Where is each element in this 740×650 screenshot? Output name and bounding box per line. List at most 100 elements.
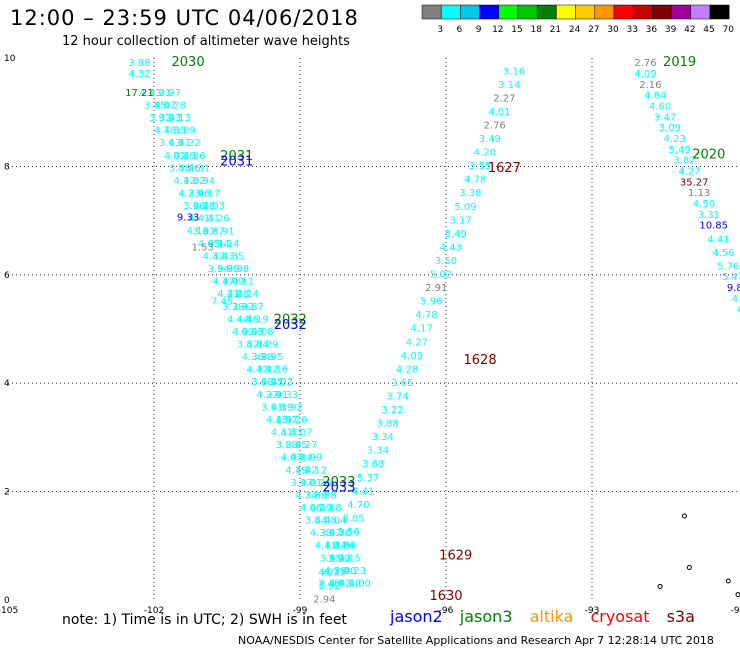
x-tick-label: -105 [0,606,18,616]
wave-height-point: 4.04 [324,516,346,527]
scale-label: 42 [684,25,695,35]
wave-height-point: 5.09 [454,202,476,213]
wave-height-point: 4.01 [300,478,322,489]
wave-height-point: 1.53 [192,242,214,253]
wave-height-point: 4.06 [183,151,205,162]
x-tick-label: -102 [144,606,164,616]
wave-height-point: 3.88 [128,58,150,69]
wave-height-point: 4.16 [237,314,259,325]
wave-height-point: 3.97 [319,528,341,539]
scale-label: 12 [492,25,503,35]
wave-height-point: 4.31 [188,163,210,174]
pass-time-label: 2030 [172,55,205,70]
wave-height-point: 4.01 [164,151,186,162]
wave-height-point: 4.07 [154,101,176,112]
wave-height-point: 3.55 [469,161,491,172]
satellite-cryosat: cryosat [590,607,650,626]
wave-height-point: 4.12 [305,465,327,476]
wave-height-point: 5.76 [717,261,739,272]
wave-height-point: 4.27 [295,440,317,451]
wave-height-point: 4.11 [232,277,254,288]
wave-height-point: 3.82 [237,339,259,350]
wave-height-point: 4.17 [411,324,433,335]
scale-label: 9 [476,25,482,35]
page-title: 12:00 – 23:59 UTC 04/06/2018 [10,6,359,30]
wave-height-point: 2.27 [493,93,515,104]
wave-height-point: 3.89 [173,151,195,162]
wave-height-point: 4.11 [315,541,337,552]
satellite-jason2: jason2 [390,607,443,626]
wave-height-point: 5.49 [445,229,467,240]
wave-height-point: 3.91 [261,402,283,413]
wave-height-point: 4.21 [318,568,340,579]
wave-height-point: 4.47 [732,294,740,305]
wave-height-point: 4.27 [406,337,428,348]
wave-height-point: 3.92 [149,113,171,124]
wave-height-point: 4.18 [193,201,215,212]
wave-height-point: 3.88 [315,490,337,501]
scale-label: 39 [665,25,677,35]
wave-height-point: 3.88 [276,440,298,451]
wave-height-point: 35.27 [680,177,709,188]
wave-height-point: 5.47 [722,272,740,283]
wave-height-point: 4.23 [212,251,234,262]
y-tick-label: 6 [4,271,10,281]
wave-height-point: 4.28 [164,101,186,112]
satellite-s3a: s3a [666,607,695,626]
wave-height-point: 5.37 [357,473,379,484]
scale-label: 21 [550,25,561,35]
wave-height-point: 1.13 [688,188,710,199]
wave-height-point: 4.13 [169,113,191,124]
x-tick-label: -99 [293,606,308,616]
wave-height-point: 9.33 [177,213,199,224]
pass-time-label: 2032 [274,318,307,333]
wave-height-point: 4.23 [664,134,686,145]
wave-height-point: 3.92 [232,302,254,313]
wave-height-point: 3.98 [251,352,273,363]
wave-height-point: 5.02 [430,270,452,281]
wave-height-point: 3.65 [391,378,413,389]
wave-height-point: 4.26 [178,163,200,174]
wave-height-point: 4.03 [203,201,225,212]
wave-height-point: 4.50 [693,199,715,210]
wave-height-point: 4.06 [300,503,322,514]
pass-time-label: 2031 [220,149,253,164]
wave-height-point: 3.38 [459,188,481,199]
wave-height-point: 4.35 [164,126,186,137]
scale-label: 30 [607,25,619,35]
satellite-legend: jason2 jason3 altika cryosat s3a [390,607,707,626]
wave-height-point: 4.32 [203,251,225,262]
wave-height-point: 2.94 [313,595,335,606]
wave-height-point: 4.00 [349,578,371,589]
wave-height-point: 4.36 [242,352,264,363]
wave-height-point: 4.26 [208,214,230,225]
pass-time-label: 2020 [692,147,725,162]
wave-height-point: 3.86 [305,490,327,501]
wave-height-point: 3.95 [285,440,307,451]
wave-height-point: 3.82 [673,156,695,167]
wave-height-point: 4.02 [329,578,351,589]
wave-height-point: 4.33 [139,88,161,99]
wave-height-point: 4.41 [352,486,374,497]
wave-height-point: 4.70 [347,500,369,511]
wave-height-point: 4.21 [149,88,171,99]
wave-height-point: 3.98 [251,377,273,388]
wave-height-point: 4.07 [290,428,312,439]
wave-height-point: 4.02 [271,377,293,388]
coast-mark [681,513,687,519]
scale-label: 33 [626,25,637,35]
wave-height-point: 4.24 [295,490,317,501]
wave-height-point: 3.97 [290,478,312,489]
wave-height-point: 3.95 [319,553,341,564]
wave-height-point: 4.44 [227,314,249,325]
wave-height-point: 4.15 [266,415,288,426]
wave-height-point: 4.16 [266,365,288,376]
pass-time-label: 2019 [663,55,696,70]
wave-height-point: 4.19 [285,465,307,476]
wave-height-point: 3.56 [338,527,360,538]
wave-height-point: 4.78 [415,310,437,321]
wave-height-point: 4.15 [339,553,361,564]
wave-height-point: 4.09 [232,327,254,338]
wave-height-point: 3.16 [503,66,525,77]
wave-height-point: 4.28 [227,289,249,300]
